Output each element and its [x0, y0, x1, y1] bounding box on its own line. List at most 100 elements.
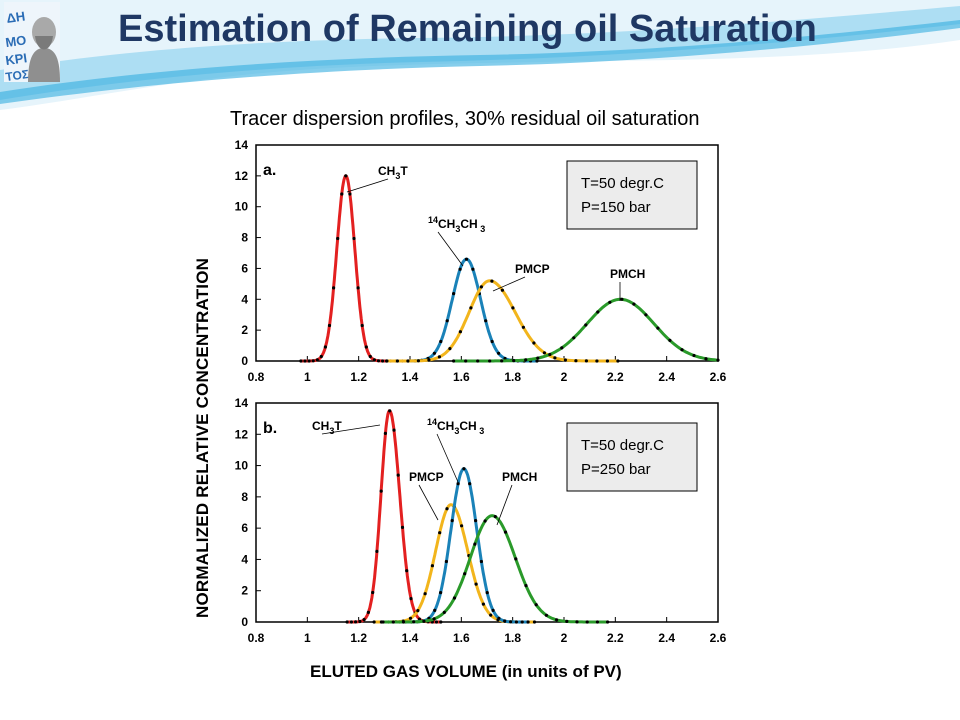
panel-a-x-tick-label: 2.2 [607, 370, 624, 384]
panel-b-data-point [366, 610, 370, 615]
panel-a-x-tick-label: 1.2 [350, 370, 367, 384]
panel-b-y-tick-label: 14 [235, 396, 249, 410]
wave-mid [0, 6, 960, 100]
panel-a-x-tick-label: 1 [304, 370, 311, 384]
panel-a-x-tick-label: 1.8 [504, 370, 521, 384]
panel-a-data-point [668, 338, 672, 342]
panel-b-data-point [391, 620, 395, 624]
panel-a-data-point [497, 351, 501, 355]
panel-a-data-point [332, 286, 336, 290]
panel-a-series-label-sub1: 3 [455, 224, 460, 234]
panel-a-data-point [553, 356, 557, 360]
panel-a-data-point [490, 279, 494, 283]
bust-body [28, 48, 60, 82]
panel-b-data-point [534, 603, 538, 607]
panel-b-data-point [375, 549, 379, 554]
panel-b-data-point [509, 620, 513, 624]
panel-b-series-label-sub1: 3 [454, 426, 459, 436]
panel-a-data-point [439, 339, 443, 344]
panel-a-data-point [372, 358, 376, 362]
panel-a-data-point [584, 323, 588, 327]
panel-a-data-point [469, 306, 473, 310]
panel-b-x-tick-label: 2.4 [658, 631, 675, 645]
panel-b-data-point [388, 409, 392, 413]
panel-b-data-point [544, 613, 549, 617]
panel-b-data-point [503, 530, 508, 534]
panel-b-data-point [409, 597, 413, 601]
panel-a-data-point [336, 236, 340, 241]
panel-b-x-tick-label: 2.2 [607, 631, 624, 645]
panel-a-data-point [616, 359, 620, 363]
panel-a-series-label-ch: CH [438, 217, 455, 231]
panel-a-data-point [406, 359, 410, 363]
panel-a-data-point [574, 359, 578, 363]
panel-a-data-point [323, 345, 327, 349]
panel-a-data-point [488, 359, 492, 363]
panel-b-y-tick-label: 2 [241, 584, 248, 598]
panel-b-data-point [434, 620, 439, 624]
panel-a-data-point [437, 355, 441, 359]
panel-b-data-point [400, 525, 405, 530]
panel-b-data-point [606, 620, 610, 624]
panel-b-x-tick-label: 2 [561, 631, 568, 645]
panel-b-x-tick-label: 2.6 [710, 631, 727, 645]
panel-b-data-point [532, 620, 537, 624]
panel-a-data-point [484, 319, 488, 323]
panel-a-data-point [535, 359, 539, 363]
panel-a-series-label: PMCH [610, 267, 645, 281]
panel-b-label-leader [321, 424, 381, 435]
panel-b-data-point [423, 592, 427, 596]
panel-b-series-label: CH3T [312, 419, 342, 436]
panel-a-data-point [348, 192, 352, 196]
panel-b-data-point [408, 616, 413, 620]
panel-a-data-point [381, 359, 385, 363]
logo-letters-4: ΤΟΣ [5, 67, 30, 82]
panel-a-data-point [299, 359, 303, 363]
panel-a-data-point [464, 257, 469, 261]
panel-a-data-point [458, 330, 462, 334]
panel-b-y-tick-label: 12 [235, 427, 249, 441]
panel-b-series-label-ch2: CH [459, 419, 476, 433]
panel-b-y-tick-label: 0 [241, 615, 248, 629]
panel-a-data-point [448, 347, 452, 351]
panel-a-data-point [542, 351, 547, 355]
panel-a-condition-text: T=50 degr.C [581, 175, 664, 192]
panel-a-series-label-ch2: CH [460, 217, 477, 231]
panel-a-label-leader [437, 231, 464, 267]
panel-b-data-point [445, 507, 449, 511]
logo-letters-2: ΜΟ [4, 32, 27, 50]
panel-a-series-label-sup: 14 [428, 215, 438, 225]
panel-b-data-point [433, 608, 437, 613]
panel-a-data-point [352, 236, 356, 241]
panel-a-data-point [500, 359, 504, 363]
panel-b-data-point [565, 619, 569, 624]
panel-a-data-point [416, 359, 420, 363]
panel-a-data-point [315, 358, 319, 362]
panel-a-y-tick-label: 8 [241, 231, 248, 245]
panel-b-y-tick-label: 6 [241, 521, 248, 535]
panel-a-data-point [427, 358, 431, 362]
panel-a-data-point [344, 174, 348, 178]
panel-b-conditions-box [566, 422, 698, 492]
panel-b-data-point [354, 620, 358, 624]
panel-a-data-point [311, 359, 315, 363]
panel-a-data-point [395, 359, 399, 363]
panel-a-series-label-rest: T [400, 164, 408, 178]
panel-a-label-leader [346, 178, 389, 193]
panel-a-data-point [503, 356, 507, 361]
panel-b-data-point [430, 564, 434, 568]
panel-a-series-label: 14CH3CH 3 [428, 215, 485, 234]
panel-a-data-point [319, 354, 323, 359]
wave-dark [0, 20, 960, 104]
panel-a-data-point [303, 359, 307, 363]
panel-a-data-point [620, 297, 624, 301]
panel-b-data-point [520, 620, 524, 624]
panel-a-x-tick-label: 2.6 [710, 370, 727, 384]
panel-b-data-point [416, 609, 420, 613]
panel-a-data-point [632, 302, 636, 306]
panel-b-condition-text: T=50 degr.C [581, 437, 664, 454]
panel-b-y-tick-label: 4 [241, 552, 248, 566]
logo-letters-3: ΚΡΙ [4, 50, 28, 68]
panel-b-data-point [474, 582, 478, 586]
panel-b-data-point [444, 559, 448, 564]
